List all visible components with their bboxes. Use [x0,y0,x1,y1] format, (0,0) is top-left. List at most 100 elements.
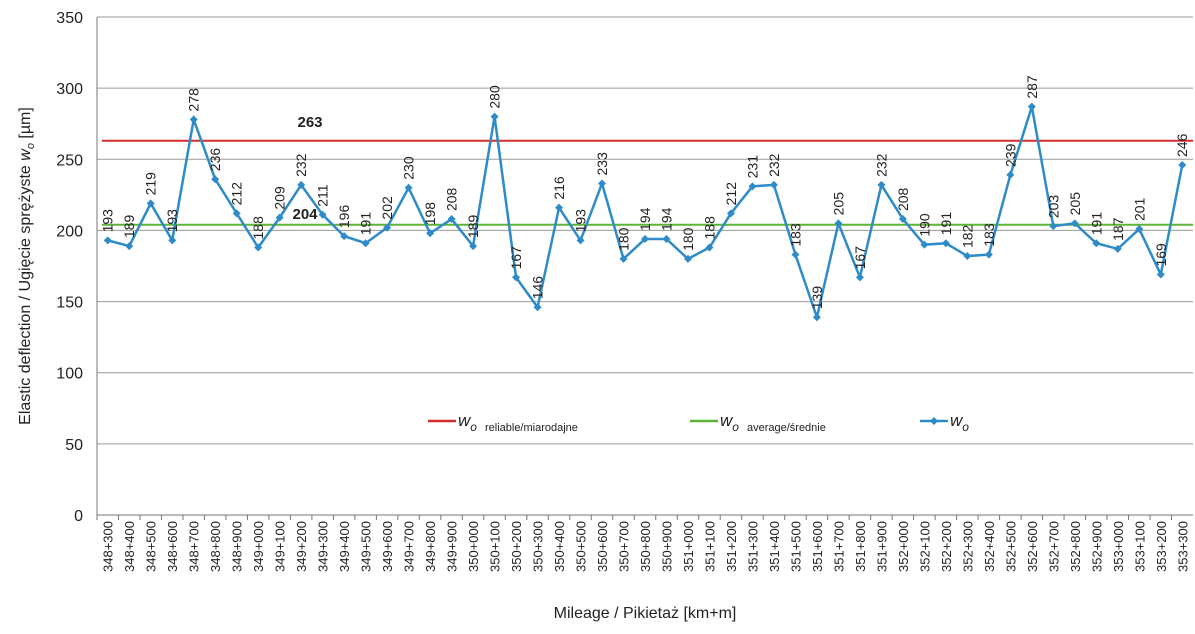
x-tick-label: 348+300 [101,521,116,572]
x-tick-label: 352+900 [1089,521,1104,572]
data-label: 280 [487,85,503,109]
data-point [984,250,993,259]
legend-symbol: w [720,411,734,430]
data-label: 211 [315,184,331,207]
y-tick-label: 150 [56,295,83,312]
data-label: 182 [959,224,975,248]
x-tick-label: 350+600 [595,521,610,572]
data-point [898,215,907,224]
data-label: 196 [336,205,352,229]
data-point [232,209,241,218]
x-tick-label: 352+000 [896,521,911,572]
data-label: 183 [787,223,803,247]
data-point [705,243,714,252]
x-tick-label: 348+900 [230,521,245,572]
data-label: 193 [573,209,589,233]
data-point [490,112,499,121]
data-point [361,239,370,248]
data-point [254,243,263,252]
x-tick-label: 349+100 [273,521,288,572]
y-tick-label: 50 [65,437,83,454]
x-tick-label: 353+300 [1175,521,1190,572]
data-point [769,180,778,189]
x-tick-label: 351+200 [724,521,739,572]
data-point [103,236,112,245]
data-label: 193 [164,209,180,233]
x-tick-label: 351+000 [681,521,696,572]
x-tick-label: 352+100 [917,521,932,572]
data-label: 209 [272,186,288,210]
x-tick-label: 349+400 [337,521,352,572]
data-label: 232 [766,153,782,177]
x-tick-label: 350+200 [509,521,524,572]
x-tick-label: 348+500 [144,521,159,572]
x-tick-label: 351+600 [810,521,825,572]
legend-note: reliable/miarodajne [485,422,578,434]
data-label: 212 [229,182,245,206]
legend-entry: wo average/średnie [720,411,826,434]
legend-subscript: o [732,420,739,434]
x-tick-label: 351+100 [702,521,717,572]
data-point [683,254,692,263]
x-tick-label: 349+500 [359,521,374,572]
data-point [598,179,607,188]
data-point [1092,239,1101,248]
data-point [555,203,564,212]
data-label: 191 [358,212,374,236]
data-label: 203 [1045,195,1061,219]
y-tick-label: 250 [56,152,83,169]
data-label: 187 [1110,217,1126,241]
data-point [125,242,134,251]
x-tick-label: 351+900 [874,521,889,572]
x-tick-label: 350+100 [488,521,503,572]
legend-symbol: w [950,411,964,430]
data-point [1178,160,1187,169]
x-tick-label: 349+600 [380,521,395,572]
data-point [383,223,392,232]
data-label: 246 [1174,133,1190,157]
data-label: 188 [701,216,717,240]
data-point [963,252,972,261]
data-label: 139 [809,286,825,310]
data-label: 198 [422,202,438,226]
data-point [533,303,542,312]
legend-symbol: w [458,411,472,430]
x-tick-label: 350+300 [531,521,546,572]
x-tick-label: 353+000 [1111,521,1126,572]
x-tick-label: 348+400 [122,521,137,572]
data-label: 189 [121,215,137,239]
data-label: 205 [1067,192,1083,216]
data-label: 232 [293,153,309,177]
data-label: 278 [186,88,202,112]
x-tick-label: 352+200 [939,521,954,572]
x-tick-label: 349+000 [251,521,266,572]
x-tick-label: 349+200 [294,521,309,572]
x-tick-label: 352+700 [1046,521,1061,572]
x-tick-label: 349+700 [402,521,417,572]
legend-note: average/średnie [747,422,826,434]
data-label: 191 [1088,212,1104,236]
data-label: 146 [530,276,546,300]
data-point [641,234,649,243]
y-tick-label: 300 [56,81,83,98]
legend-marker [930,417,938,425]
data-label: 169 [1153,243,1169,267]
data-point [189,115,198,124]
data-label: 219 [143,172,159,196]
data-point [1135,225,1144,234]
data-point [791,250,800,259]
x-tick-label: 352+800 [1068,521,1083,572]
x-tick-label: 349+300 [316,521,331,572]
legend-entry: wo reliable/miarodajne [458,411,578,434]
data-point [812,313,821,322]
data-label: 212 [723,182,739,206]
x-tick-label: 352+300 [960,521,975,572]
x-tick-label: 348+800 [208,521,223,572]
data-point [146,199,155,208]
data-label: 230 [401,156,417,180]
x-tick-label: 348+700 [187,521,202,572]
data-point [920,240,929,249]
legend-subscript: o [470,420,477,434]
data-point [834,219,843,228]
x-tick-label: 350+500 [574,521,589,572]
